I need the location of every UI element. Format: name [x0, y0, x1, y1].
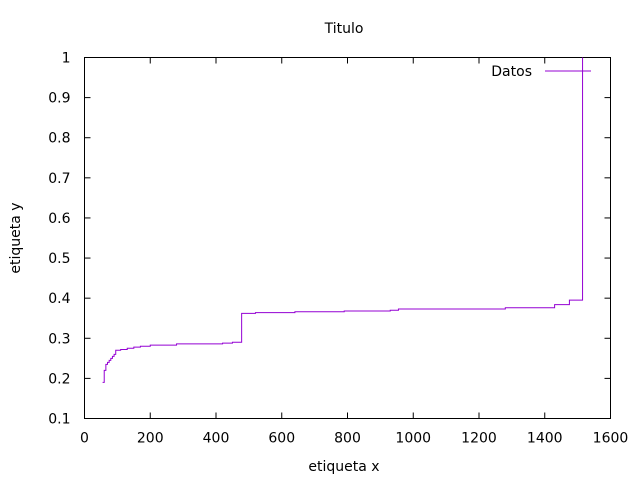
x-tick-label: 600	[268, 431, 295, 447]
x-tick-label: 0	[80, 431, 89, 447]
chart-title: Titulo	[324, 21, 364, 37]
axis-ticks: 0 200 400 600 800 1000 1200 1400 1600 0.1 0.2 0.3 0.…	[48, 51, 628, 447]
y-tick-label: 0.9	[48, 91, 70, 107]
series-line	[102, 57, 584, 383]
y-tick-label: 0.7	[48, 171, 70, 187]
y-axis-label: etiqueta y	[8, 202, 24, 273]
y-tick-label: 0.8	[48, 131, 70, 147]
data-series	[102, 57, 584, 383]
y-tick-label: 0.4	[48, 291, 70, 307]
y-tick-label: 0.5	[48, 251, 70, 267]
y-tick-label: 0.1	[48, 412, 70, 428]
x-tick-label: 1000	[395, 431, 431, 447]
legend: Datos	[491, 64, 591, 80]
x-tick-label: 200	[137, 431, 164, 447]
y-tick-label: 0.3	[48, 331, 70, 347]
y-tick-label: 1	[62, 51, 71, 67]
y-tick-label: 0.6	[48, 211, 70, 227]
x-tick-label: 400	[203, 431, 230, 447]
legend-label: Datos	[491, 64, 532, 80]
x-tick-label: 1400	[527, 431, 563, 447]
x-tick-label: 1600	[593, 431, 629, 447]
x-tick-label: 1200	[461, 431, 497, 447]
x-axis-label: etiqueta x	[308, 459, 379, 475]
y-tick-label: 0.2	[48, 371, 70, 387]
x-tick-label: 800	[334, 431, 361, 447]
plot-frame	[84, 57, 611, 419]
